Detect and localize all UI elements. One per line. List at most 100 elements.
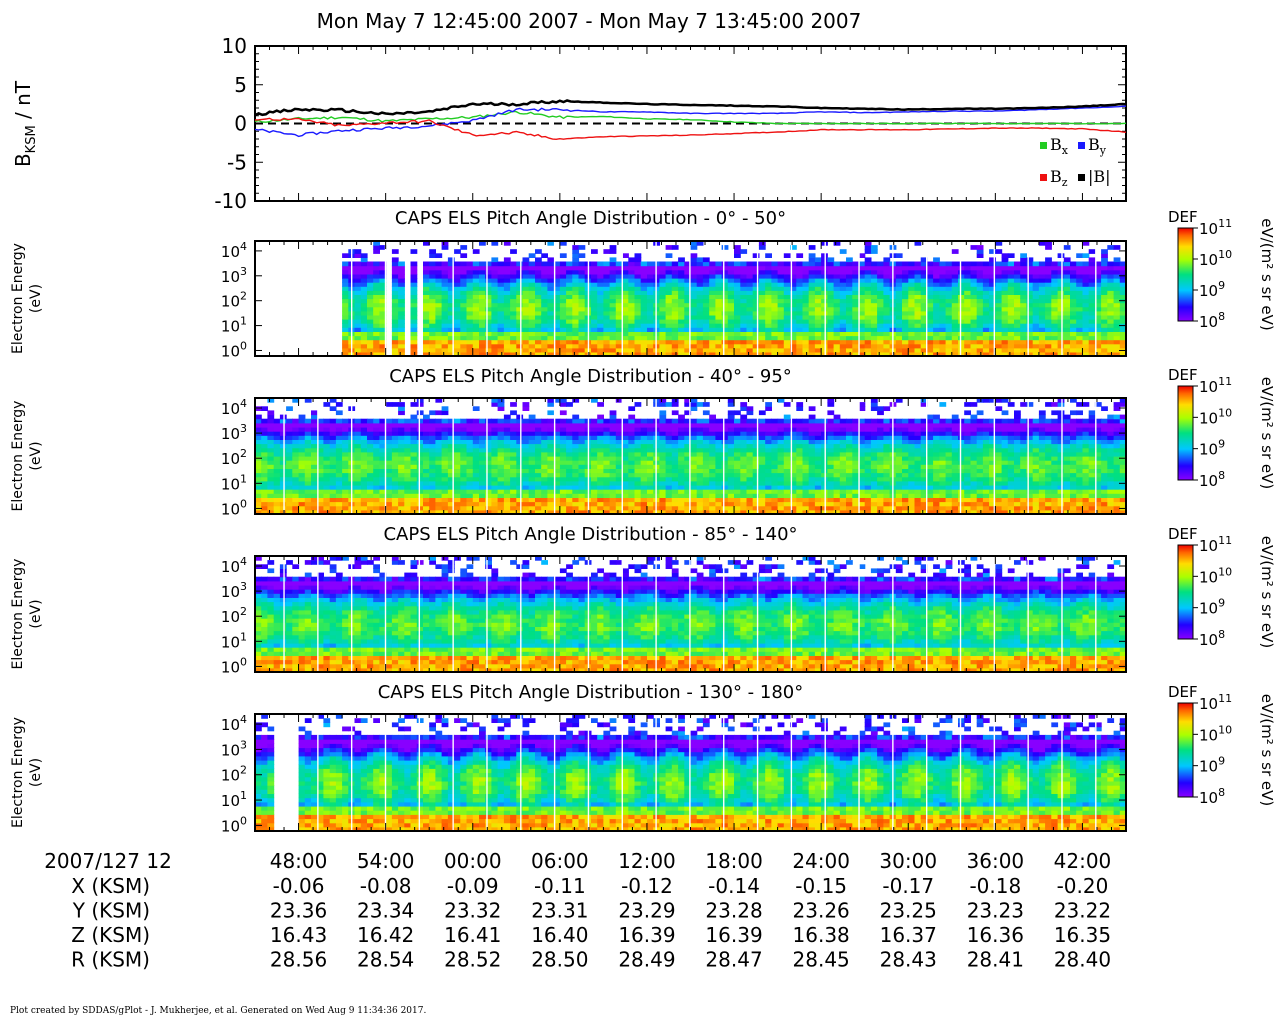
colorbar-tick-label: 109 — [1199, 755, 1225, 776]
spectrogram-panel-3: CAPS ELS Pitch Angle Distribution - 85° … — [10, 524, 1276, 676]
mag-y-tick-label: -5 — [227, 150, 247, 174]
mag-y-tick-label: 5 — [234, 73, 247, 97]
ephemeris-value: 16.37 — [880, 923, 937, 947]
spectrogram-title-3: CAPS ELS Pitch Angle Distribution - 85° … — [383, 524, 797, 545]
ephemeris-row-label: X (KSM) — [71, 874, 150, 898]
ephemeris-value: 16.40 — [531, 923, 588, 947]
ephemeris-value: -0.17 — [882, 874, 934, 898]
ephemeris-value: 16.35 — [1054, 923, 1111, 947]
ephemeris-table: X (KSM) -0.06 -0.08 -0.09 -0.11 -0.12 -0.14 -0.… — [71, 874, 1111, 972]
legend-swatch-2 — [1040, 174, 1047, 181]
energy-tick-label: 103 — [221, 265, 247, 286]
colorbar-tick-label: 108 — [1199, 310, 1225, 331]
time-tick-label: 06:00 — [531, 849, 589, 873]
ephemeris-value: 23.34 — [357, 899, 414, 923]
mag-y-tick-label: -10 — [214, 189, 247, 213]
ephemeris-value: -0.15 — [795, 874, 847, 898]
colorbar-tick-label: 1010 — [1199, 248, 1232, 269]
colorbar-title-2: DEF — [1168, 366, 1198, 384]
mag-series-line-0 — [254, 110, 1127, 125]
time-tick-label: 12:00 — [618, 849, 676, 873]
ephemeris-row-label: R (KSM) — [71, 948, 150, 972]
time-tick-label: 30:00 — [879, 849, 937, 873]
ephemeris-value: -0.14 — [708, 874, 760, 898]
energy-tick-label: 104 — [221, 713, 247, 734]
ephemeris-value: 16.39 — [705, 923, 762, 947]
ephemeris-value: 23.36 — [270, 899, 327, 923]
ephemeris-row-label: Z (KSM) — [71, 923, 150, 947]
energy-tick-label: 100 — [221, 339, 247, 360]
colorbar-unit-1: eV/(m² s sr eV) — [1258, 218, 1276, 330]
energy-tick-label: 102 — [221, 290, 247, 311]
colorbar-unit-2: eV/(m² s sr eV) — [1258, 377, 1276, 489]
colorbar-tick-label: 108 — [1199, 628, 1225, 649]
colorbar-2 — [1177, 385, 1194, 481]
ephemeris-value: 23.31 — [531, 899, 588, 923]
ephemeris-value: 23.25 — [880, 899, 937, 923]
ephemeris-value: -0.06 — [273, 874, 325, 898]
ephemeris-value: 23.28 — [705, 899, 762, 923]
energy-tick-label: 103 — [221, 422, 247, 443]
energy-tick-label: 104 — [221, 397, 247, 418]
time-axis-start-label: 2007/127 12 — [44, 849, 172, 873]
colorbar-tick-label: 1010 — [1199, 406, 1232, 427]
colorbar-tick-label: 1011 — [1199, 692, 1232, 713]
colorbar-unit-4: eV/(m² s sr eV) — [1258, 694, 1276, 806]
spectrogram-panel-1: CAPS ELS Pitch Angle Distribution - 0° -… — [10, 208, 1276, 360]
mag-y-tick-label: 0 — [234, 112, 247, 136]
colorbar-tick-label: 1010 — [1199, 565, 1232, 586]
colorbar-tick-label: 109 — [1199, 438, 1225, 459]
legend-swatch-3 — [1078, 174, 1085, 181]
pitch-angle-spectrograms: CAPS ELS Pitch Angle Distribution - 0° -… — [10, 208, 1276, 835]
colorbar-4 — [1177, 702, 1194, 798]
ephemeris-value: 28.40 — [1054, 948, 1111, 972]
time-tick-label: 18:00 — [705, 849, 763, 873]
ephemeris-value: 16.38 — [793, 923, 850, 947]
energy-tick-label: 102 — [221, 764, 247, 785]
ephemeris-row-label: Y (KSM) — [72, 899, 150, 923]
energy-tick-label: 101 — [221, 789, 247, 810]
mag-y-axis-label: BKSM / nT — [11, 80, 39, 167]
ephemeris-value: -0.08 — [360, 874, 412, 898]
ephemeris-value: 28.47 — [705, 948, 762, 972]
colorbar-1 — [1177, 227, 1194, 322]
time-tick-label: 36:00 — [967, 849, 1025, 873]
colorbar-tick-label: 109 — [1199, 597, 1225, 618]
ephemeris-value: 23.26 — [793, 899, 850, 923]
energy-axis-label-3: Electron Energy (eV) — [10, 559, 44, 670]
energy-tick-label: 103 — [221, 738, 247, 759]
ephemeris-value: 28.52 — [444, 948, 501, 972]
ephemeris-value: -0.11 — [534, 874, 586, 898]
legend-label-1: By — [1088, 135, 1107, 157]
ephemeris-value: 16.42 — [357, 923, 414, 947]
legend-swatch-1 — [1078, 142, 1085, 149]
spectrogram-cells-1 — [342, 241, 1127, 357]
energy-tick-label: 104 — [221, 240, 247, 261]
ephemeris-value: 28.56 — [270, 948, 327, 972]
spectrogram-panel-2: CAPS ELS Pitch Angle Distribution - 40° … — [10, 366, 1276, 518]
ephemeris-value: 16.36 — [967, 923, 1024, 947]
ephemeris-value: -0.12 — [621, 874, 673, 898]
energy-axis-label-2: Electron Energy (eV) — [10, 401, 44, 512]
colorbar-unit-3: eV/(m² s sr eV) — [1258, 536, 1276, 648]
spectrogram-panel-4: CAPS ELS Pitch Angle Distribution - 130°… — [10, 682, 1276, 835]
ephemeris-value: 23.22 — [1054, 899, 1111, 923]
colorbar-title-4: DEF — [1168, 683, 1198, 701]
ephemeris-value: 28.50 — [531, 948, 588, 972]
mag-series-line-3 — [254, 99, 1127, 117]
magnetic-field-panel: 10 5 0 -5 -10 BKSM / nT Bx By Bz |B| — [11, 34, 1127, 213]
spectrogram-cells-2 — [255, 398, 1127, 515]
ephemeris-value: 28.41 — [967, 948, 1024, 972]
time-axis: 2007/127 12 48:00 54:00 00:00 06:00 12:00 18:… — [44, 849, 1111, 873]
figure-title: Mon May 7 12:45:00 2007 - Mon May 7 13:4… — [317, 9, 862, 33]
ephemeris-value: -0.09 — [447, 874, 499, 898]
ephemeris-value: 16.41 — [444, 923, 501, 947]
energy-tick-label: 100 — [221, 497, 247, 518]
energy-tick-label: 101 — [221, 472, 247, 493]
colorbar-title-3: DEF — [1168, 525, 1198, 543]
legend-swatch-0 — [1040, 142, 1047, 149]
ephemeris-value: 16.39 — [618, 923, 675, 947]
ephemeris-value: -0.20 — [1057, 874, 1109, 898]
energy-tick-label: 104 — [221, 555, 247, 576]
time-tick-label: 42:00 — [1054, 849, 1112, 873]
